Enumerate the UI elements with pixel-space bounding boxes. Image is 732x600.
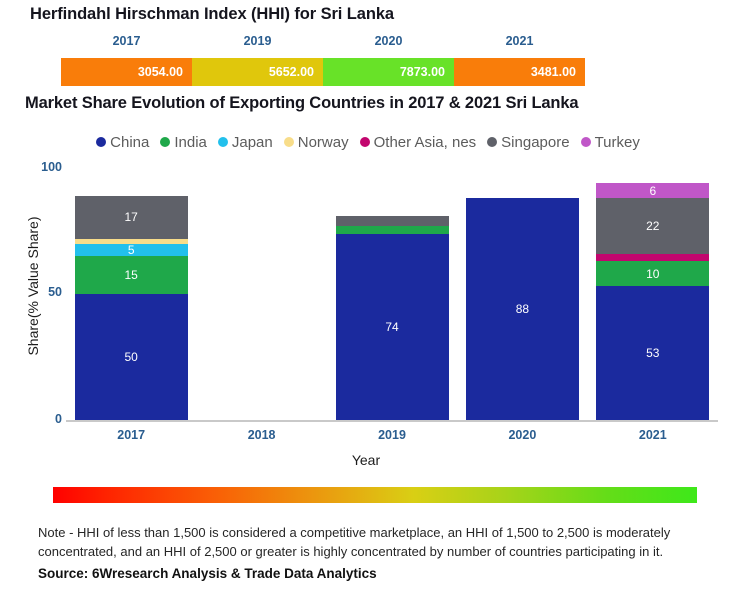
- y-axis-tick-0: 0: [55, 412, 62, 426]
- legend-item-label: Other Asia, nes: [373, 133, 477, 151]
- hhi-value-segment: 3054.00: [61, 58, 192, 86]
- x-axis-tick-label: 2018: [247, 428, 276, 442]
- legend-item-label: Turkey: [594, 133, 640, 151]
- legend-item-japan[interactable]: Japan: [217, 133, 273, 151]
- bar-segment[interactable]: [335, 225, 449, 234]
- bar-segment[interactable]: [596, 253, 710, 262]
- bar-group: 53 10 22 6: [596, 168, 710, 420]
- bar-value-label: 74: [385, 319, 399, 334]
- footer: Note - HHI of less than 1,500 is conside…: [38, 524, 710, 581]
- bars-container: 50 15 5 17 74 88 53 10 22 6: [66, 168, 718, 420]
- legend-swatch-icon: [283, 137, 294, 147]
- bar-group: [205, 168, 318, 420]
- legend-item-india[interactable]: India: [160, 134, 207, 151]
- x-axis-title: Year: [351, 452, 381, 468]
- bar-value-label: 53: [646, 346, 660, 361]
- legend-item-singapore[interactable]: Singapore: [487, 133, 570, 151]
- legend-item-label: Japan: [231, 133, 273, 151]
- chart-title: Market Share Evolution of Exporting Coun…: [25, 94, 579, 112]
- x-axis-tick-label: 2020: [508, 428, 537, 442]
- x-axis-tick-label: 2017: [117, 428, 146, 442]
- bar-segment[interactable]: [74, 238, 188, 244]
- bar-segment[interactable]: 10: [596, 261, 710, 287]
- y-axis-tick-100: 100: [41, 160, 62, 174]
- bar-value-label: 50: [124, 350, 138, 364]
- y-axis-tick-50: 50: [48, 285, 62, 299]
- hhi-gradient-scale: [53, 487, 697, 503]
- legend-swatch-icon: [160, 137, 171, 147]
- x-axis-tick-labels: 2017 2018 2019 2020 2021: [66, 428, 718, 448]
- legend-item-norway[interactable]: Norway: [283, 133, 349, 151]
- hhi-value-segment: 7873.00: [323, 58, 454, 86]
- chart-plot-area: Share(% Value Share) 100 50 0 50 15 5 17 74 8…: [0, 160, 732, 468]
- footer-note: Note - HHI of less than 1,500 is conside…: [38, 525, 671, 559]
- bar-value-label: 17: [124, 210, 138, 225]
- bar-value-label: 10: [646, 266, 660, 281]
- legend-swatch-icon: [217, 137, 228, 147]
- chart-legend: China India Japan Norway Other Asia, nes Sing…: [38, 131, 698, 153]
- legend-item-label: Singapore: [501, 133, 570, 151]
- bar-value-label: 6: [649, 183, 657, 198]
- legend-item-label: India: [174, 133, 207, 151]
- legend-swatch-icon: [96, 137, 107, 147]
- bar-stack[interactable]: 74: [335, 215, 449, 420]
- bar-segment[interactable]: 6: [596, 183, 710, 199]
- bar-value-label: 5: [127, 243, 135, 257]
- bar-segment[interactable]: 15: [74, 256, 188, 294]
- hhi-year-label: 2020: [374, 34, 403, 48]
- bar-stack[interactable]: 88: [465, 198, 579, 420]
- page-title: Herfindahl Hirschman Index (HHI) for Sri…: [30, 5, 394, 23]
- bar-segment[interactable]: 17: [74, 195, 188, 239]
- bar-stack[interactable]: 53 10 22 6: [596, 183, 710, 420]
- bar-segment[interactable]: 74: [335, 233, 449, 420]
- bar-segment[interactable]: 5: [74, 243, 188, 257]
- legend-item-other-asia-nes[interactable]: Other Asia, nes: [359, 133, 477, 151]
- legend-item-turkey[interactable]: Turkey: [580, 133, 640, 151]
- legend-swatch-icon: [487, 137, 498, 147]
- bar-group: 74: [335, 168, 449, 420]
- bar-value-label: 15: [124, 268, 138, 283]
- bar-group: 88: [465, 168, 579, 420]
- legend-swatch-icon: [359, 137, 370, 147]
- footer-source: Source: 6Wresearch Analysis & Trade Data…: [38, 565, 377, 581]
- hhi-value-segment: 3481.00: [454, 58, 585, 86]
- hhi-value-segment: 5652.00: [192, 58, 323, 86]
- hhi-year-label: 2019: [243, 34, 272, 48]
- bar-segment[interactable]: [335, 215, 449, 226]
- x-axis-line: [66, 420, 718, 422]
- legend-item-label: China: [110, 133, 150, 151]
- bar-value-label: 22: [646, 219, 660, 233]
- bar-segment[interactable]: 88: [465, 198, 579, 420]
- bar-segment[interactable]: 50: [74, 294, 188, 420]
- legend-item-china[interactable]: China: [96, 134, 149, 151]
- hhi-year-label: 2021: [505, 34, 534, 48]
- hhi-value-bar: 3054.00 5652.00 7873.00 3481.00: [61, 58, 585, 86]
- bar-value-label: 88: [515, 302, 530, 317]
- bar-segment[interactable]: 22: [596, 198, 710, 254]
- legend-swatch-icon: [580, 137, 591, 147]
- legend-item-label: Norway: [297, 133, 349, 151]
- hhi-year-label: 2017: [112, 34, 141, 48]
- hhi-year-label-row: 2017 2019 2020 2021: [61, 34, 585, 52]
- x-axis-tick-label: 2019: [378, 428, 406, 442]
- bar-segment[interactable]: 53: [596, 286, 710, 420]
- x-axis-tick-label: 2021: [638, 428, 667, 442]
- bar-group: 50 15 5 17: [74, 168, 188, 420]
- bar-stack[interactable]: 50 15 5 17: [74, 195, 188, 420]
